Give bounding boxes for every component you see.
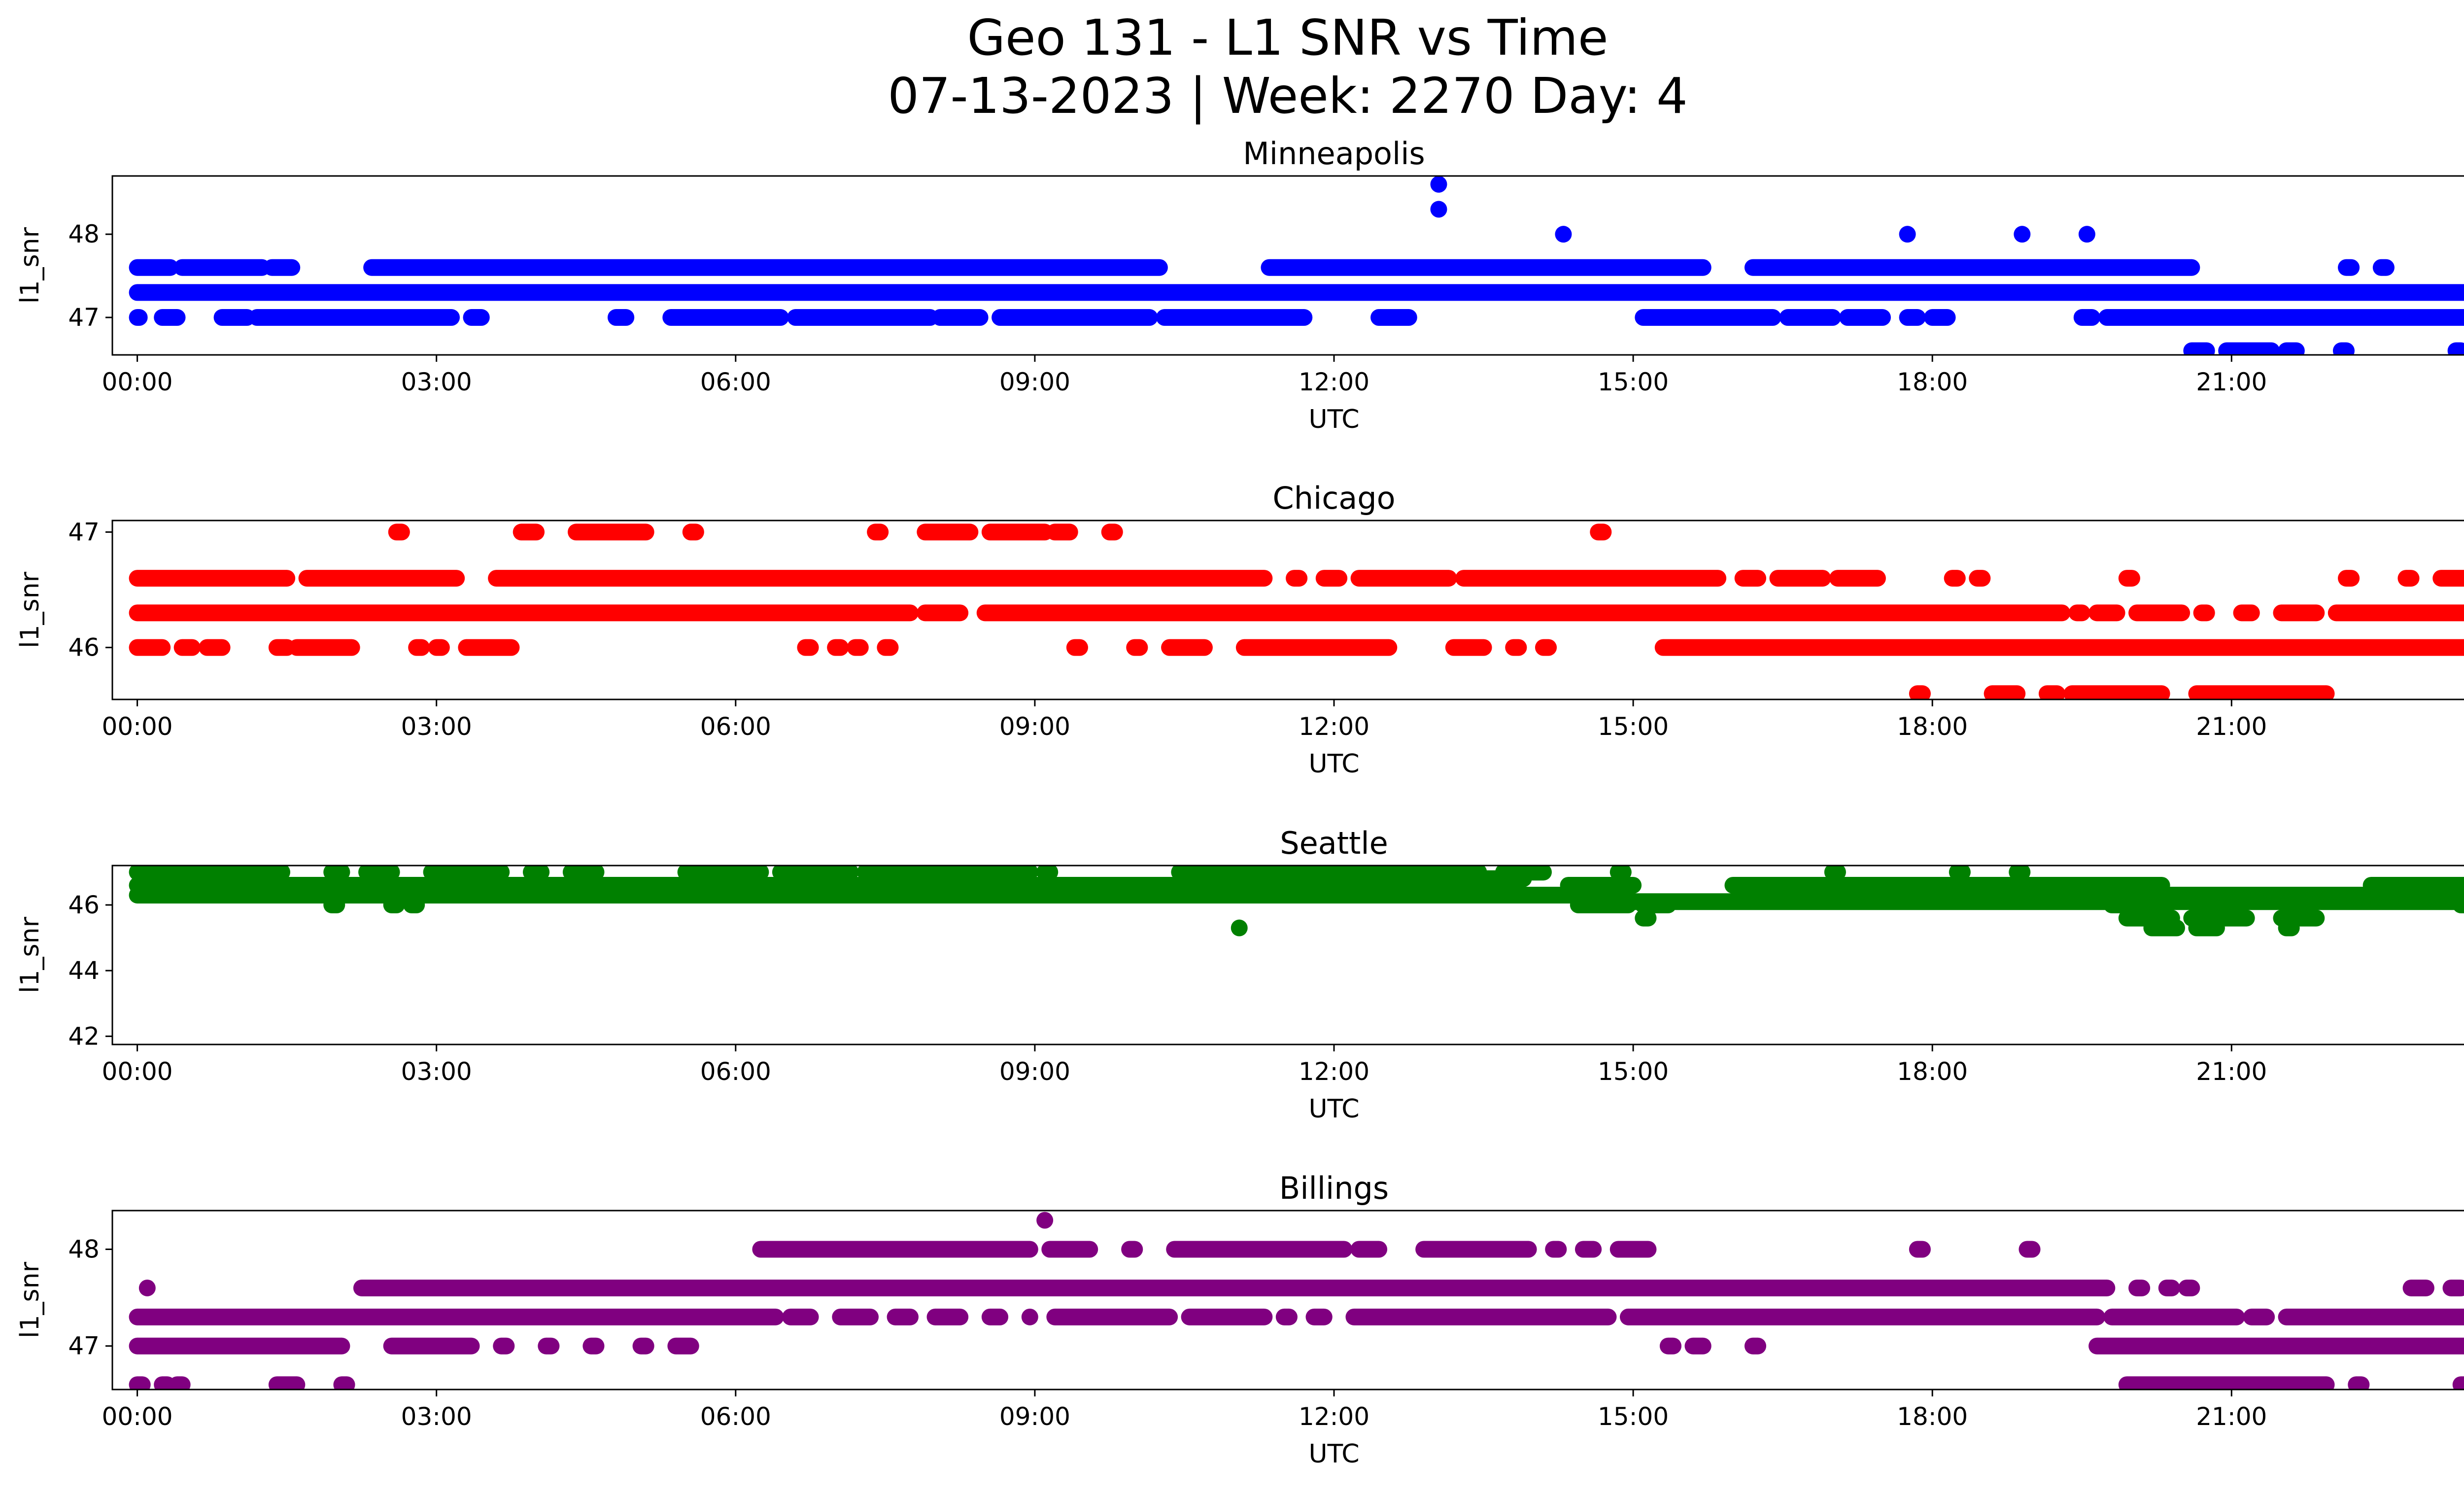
data-point [1231,919,1248,937]
x-tick-label: 21:00 [2196,1402,2267,1431]
x-tick-label: 06:00 [700,712,771,741]
y-axis-label: l1_snr [15,1261,45,1338]
x-tick-label: 15:00 [1598,712,1669,741]
x-tick-label: 15:00 [1598,368,1669,396]
figure-title: Geo 131 - L1 SNR vs Time 07-13-2023 | We… [0,9,2464,125]
x-tick-label: 18:00 [1897,1402,1968,1431]
data-point [1430,201,1447,218]
figure-title-line-2: 07-13-2023 | Week: 2270 Day: 4 [888,67,1688,125]
x-tick-label: 03:00 [401,368,472,396]
y-axis-label: l1_snr [15,571,45,648]
x-tick-label: 12:00 [1299,1402,1369,1431]
y-axis-label: l1_snr [15,227,45,304]
x-axis-label: UTC [1308,1439,1359,1469]
subplot-title: Seattle [1280,825,1388,861]
x-axis-label: UTC [1308,749,1359,779]
data-point [2014,226,2031,243]
data-point [1555,226,1572,243]
panel-billings: Billings 00:00 03:00 06:00 09:00 12:00 15:00 18… [15,1170,2464,1469]
subplot-title: Billings [1279,1170,1389,1206]
y-tick-label: 47 [68,518,100,546]
x-tick-label: 09:00 [999,712,1070,741]
y-tick-label: 47 [68,303,100,332]
data-markers [129,523,2464,699]
y-tick-label: 44 [68,956,100,985]
x-tick-label: 12:00 [1299,368,1369,396]
y-tick-label: 46 [68,633,100,662]
x-tick-label: 18:00 [1897,712,1968,741]
y-axis-label: l1_snr [15,916,45,993]
data-point [1430,176,1447,193]
data-point [1036,1212,1054,1229]
data-markers [129,866,2464,937]
x-axis-label: UTC [1308,1094,1359,1124]
x-tick-label: 21:00 [2196,368,2267,396]
x-tick-label: 15:00 [1598,1057,1669,1086]
plot-frame [111,1210,2464,1391]
x-tick-label: 03:00 [401,712,472,741]
x-tick-label: 00:00 [102,712,173,741]
y-tick-label: 48 [68,1235,100,1263]
figure-title-line-1: Geo 131 - L1 SNR vs Time [967,9,1608,67]
x-tick-label: 09:00 [999,1057,1070,1086]
x-tick-label: 09:00 [999,1402,1070,1431]
y-tick-label: 48 [68,220,100,248]
x-tick-label: 15:00 [1598,1402,1669,1431]
x-tick-label: 09:00 [999,368,1070,396]
x-tick-label: 00:00 [102,1057,173,1086]
subplot-title: Chicago [1272,480,1395,516]
x-tick-label: 06:00 [700,368,771,396]
x-tick-label: 03:00 [401,1402,472,1431]
subplot-title: Minneapolis [1243,136,1425,172]
x-tick-label: 18:00 [1897,368,1968,396]
y-tick-label: 47 [68,1332,100,1360]
x-tick-label: 21:00 [2196,1057,2267,1086]
y-tick-label: 42 [68,1022,100,1050]
data-markers [129,176,2464,355]
panel-chicago: Chicago 00:00 03:00 06:00 09:00 12:00 15:00 18:… [15,480,2464,779]
x-tick-label: 18:00 [1897,1057,1968,1086]
y-tick-label: 46 [68,891,100,919]
x-tick-label: 12:00 [1299,712,1369,741]
x-tick-label: 00:00 [102,368,173,396]
x-tick-label: 03:00 [401,1057,472,1086]
data-point [2078,226,2095,243]
x-tick-label: 06:00 [700,1057,771,1086]
x-tick-label: 06:00 [700,1402,771,1431]
x-tick-label: 12:00 [1299,1057,1369,1086]
panel-seattle: Seattle 00:00 03:00 06:00 09:00 12:00 15:00 18:… [15,825,2464,1124]
x-tick-label: 21:00 [2196,712,2267,741]
x-axis-label: UTC [1308,405,1359,434]
data-point [1899,226,1916,243]
data-point [138,1279,156,1296]
panel-minneapolis: Minneapolis 00:00 03:00 06:00 09:00 12:00 15:0… [15,136,2464,434]
data-markers [129,1212,2464,1390]
x-tick-label: 00:00 [102,1402,173,1431]
